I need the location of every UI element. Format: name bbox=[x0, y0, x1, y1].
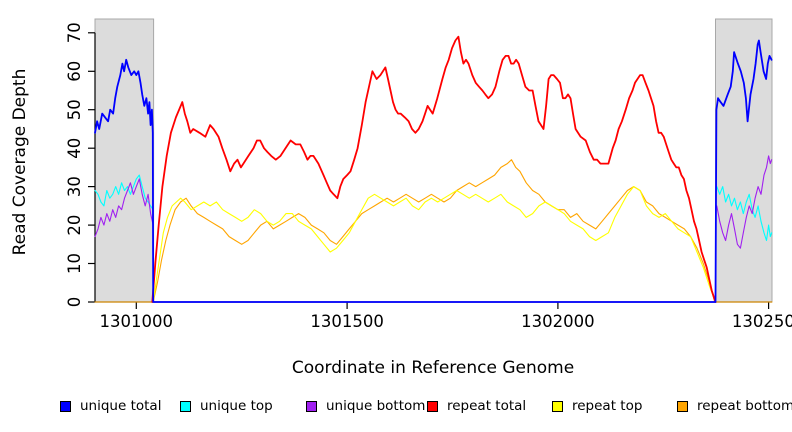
legend-label: unique total bbox=[80, 398, 162, 414]
y-tick-label: 50 bbox=[65, 99, 84, 120]
y-tick-label: 20 bbox=[65, 215, 84, 236]
legend-item-unique-bottom: unique bottom bbox=[306, 397, 425, 415]
legend-label: repeat bottom bbox=[697, 398, 792, 414]
legend-label: repeat top bbox=[572, 398, 643, 414]
series-unique-top bbox=[716, 186, 773, 242]
masked-region bbox=[94, 18, 155, 303]
series-unique-top bbox=[94, 174, 154, 211]
y-tick-label: 0 bbox=[65, 297, 84, 308]
legend: unique total unique top unique bottom repea… bbox=[0, 397, 792, 419]
legend-swatch-unique-bottom bbox=[306, 400, 317, 412]
y-tick-label: 60 bbox=[65, 61, 84, 82]
legend-item-repeat-top: repeat top bbox=[552, 397, 642, 415]
x-tick-label: 1302000 bbox=[521, 312, 595, 331]
series-repeat-bottom bbox=[94, 159, 773, 303]
legend-swatch-repeat-total bbox=[427, 400, 438, 412]
y-tick-label: 10 bbox=[65, 253, 84, 274]
legend-item-unique-total: unique total bbox=[60, 397, 161, 415]
legend-label: repeat total bbox=[447, 398, 527, 414]
legend-item-unique-top: unique top bbox=[180, 397, 273, 415]
series-unique-total bbox=[94, 39, 773, 303]
y-tick-label: 40 bbox=[65, 138, 84, 159]
series-unique-bottom bbox=[94, 178, 154, 238]
y-tick-label: 30 bbox=[65, 176, 84, 197]
x-tick-label: 1301000 bbox=[100, 312, 174, 331]
masked-region bbox=[715, 18, 773, 303]
legend-swatch-repeat-bottom bbox=[677, 400, 688, 412]
legend-swatch-unique-total bbox=[60, 400, 71, 412]
y-axis-title: Read Coverage Depth bbox=[10, 69, 30, 256]
x-axis-title: Coordinate in Reference Genome bbox=[292, 358, 574, 378]
legend-swatch-unique-top bbox=[180, 400, 191, 412]
legend-item-repeat-bottom: repeat bottom bbox=[677, 397, 792, 415]
legend-label: unique bottom bbox=[326, 398, 426, 414]
series-repeat-total bbox=[151, 35, 717, 303]
legend-label: unique top bbox=[200, 398, 273, 414]
y-tick-label: 70 bbox=[65, 22, 84, 43]
series-repeat-top bbox=[152, 186, 717, 303]
x-tick-label: 1301500 bbox=[310, 312, 384, 331]
legend-swatch-repeat-top bbox=[552, 400, 563, 412]
legend-item-repeat-total: repeat total bbox=[427, 397, 526, 415]
series-unique-bottom bbox=[716, 155, 773, 249]
